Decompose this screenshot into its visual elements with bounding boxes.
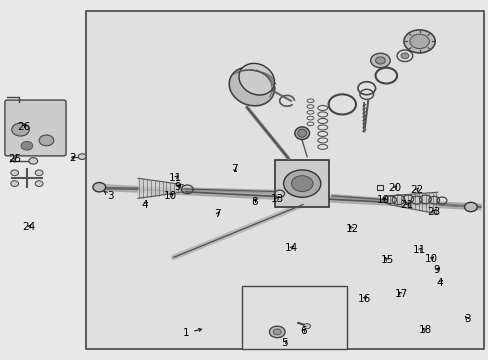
Text: 9: 9 — [432, 265, 439, 275]
Circle shape — [29, 158, 38, 164]
Text: 25: 25 — [8, 154, 21, 164]
Text: 19: 19 — [376, 195, 390, 205]
Bar — [376, 185, 383, 190]
Circle shape — [35, 181, 43, 186]
Text: 7: 7 — [214, 209, 221, 219]
Circle shape — [269, 326, 285, 338]
Text: 9: 9 — [174, 182, 181, 192]
Text: 17: 17 — [393, 289, 407, 299]
Text: 18: 18 — [418, 325, 431, 336]
Text: 6: 6 — [299, 326, 306, 336]
Text: 7: 7 — [231, 164, 238, 174]
Circle shape — [375, 57, 385, 64]
Text: 22: 22 — [409, 185, 423, 195]
Circle shape — [370, 53, 389, 68]
Bar — [242, 286, 346, 349]
Circle shape — [283, 170, 320, 197]
Text: 1: 1 — [182, 328, 201, 338]
Text: 15: 15 — [380, 255, 393, 265]
Text: 10: 10 — [163, 191, 176, 201]
Text: 2: 2 — [69, 153, 76, 163]
Circle shape — [35, 170, 43, 176]
Text: 3: 3 — [103, 191, 113, 201]
Ellipse shape — [229, 67, 274, 106]
Text: 21: 21 — [400, 200, 413, 210]
Text: 20: 20 — [388, 183, 401, 193]
Ellipse shape — [294, 127, 309, 140]
Bar — [85, 11, 483, 349]
Ellipse shape — [297, 129, 306, 137]
Text: 5: 5 — [281, 338, 287, 348]
Circle shape — [11, 170, 19, 176]
Ellipse shape — [239, 63, 274, 95]
Circle shape — [303, 324, 310, 329]
Bar — [275, 160, 328, 207]
Circle shape — [93, 183, 105, 192]
Circle shape — [78, 154, 86, 159]
Circle shape — [409, 34, 428, 49]
Text: 3: 3 — [463, 314, 469, 324]
Circle shape — [21, 141, 33, 150]
Text: 13: 13 — [270, 194, 284, 204]
Text: 24: 24 — [22, 222, 36, 232]
Text: 11: 11 — [168, 173, 182, 183]
Text: 26: 26 — [17, 122, 30, 132]
Text: 10: 10 — [424, 254, 437, 264]
Circle shape — [400, 53, 408, 59]
Circle shape — [39, 135, 54, 146]
Text: 4: 4 — [141, 200, 147, 210]
Text: 23: 23 — [426, 207, 440, 217]
Circle shape — [11, 181, 19, 186]
Text: 12: 12 — [345, 224, 358, 234]
Text: 11: 11 — [412, 245, 426, 255]
Text: 16: 16 — [357, 294, 370, 304]
Text: 14: 14 — [284, 243, 297, 253]
Text: 8: 8 — [250, 197, 257, 207]
Circle shape — [12, 123, 29, 136]
Text: 4: 4 — [436, 278, 443, 288]
FancyBboxPatch shape — [5, 100, 66, 156]
Circle shape — [291, 176, 312, 192]
Circle shape — [273, 329, 281, 335]
Circle shape — [464, 202, 476, 212]
Circle shape — [403, 30, 434, 53]
